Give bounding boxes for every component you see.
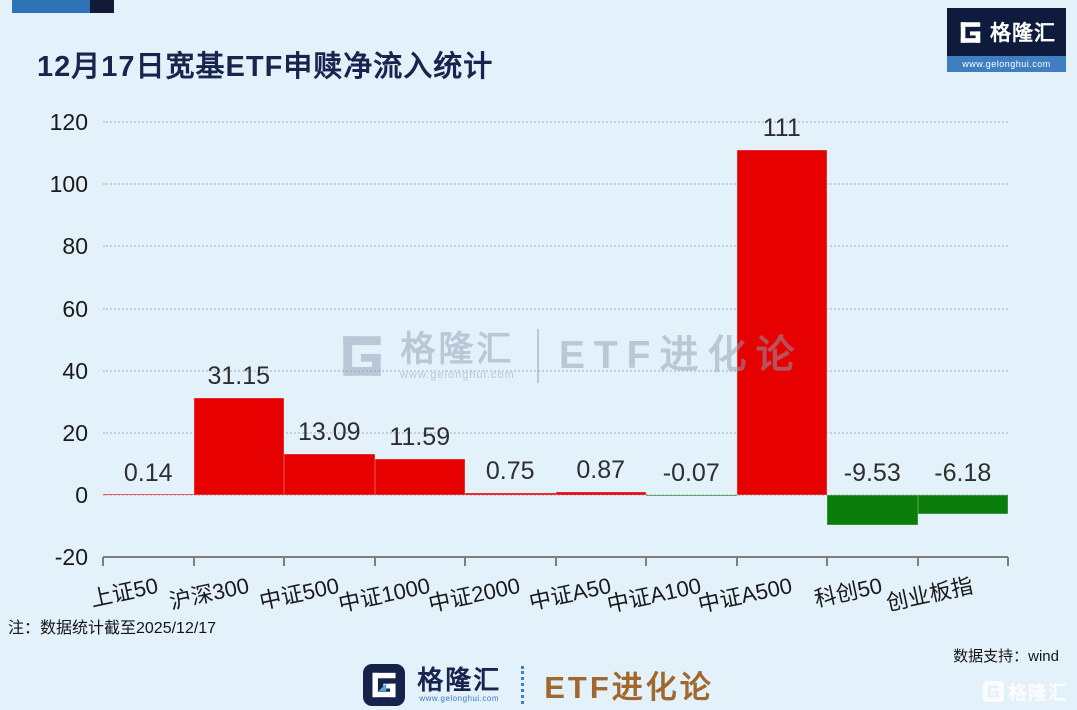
y-gridline — [103, 494, 1008, 496]
bar-创业板指 — [917, 495, 1008, 515]
y-axis-tick-label: 100 — [49, 171, 88, 198]
footnote: 注：数据统计截至2025/12/17 — [8, 620, 217, 637]
header-accent-bar-blue — [12, 0, 90, 13]
brand-url: www.gelonghui.com — [962, 59, 1051, 69]
bar-value-label: 13.09 — [297, 418, 361, 447]
y-gridline — [103, 307, 1008, 310]
y-axis-tick-label: 80 — [62, 233, 88, 260]
bar-科创50 — [827, 495, 918, 525]
bar-中证A500 — [736, 150, 827, 495]
bar-value-label: 0.14 — [123, 458, 173, 487]
header-accent-bar-navy — [90, 0, 114, 13]
x-axis-tick — [283, 557, 285, 566]
footer-series-name: ETF进化论 — [544, 670, 714, 705]
bar-value-label: -0.07 — [662, 459, 720, 487]
bar-value-label: 0.87 — [576, 456, 626, 485]
y-axis-tick-label: 20 — [62, 419, 88, 446]
gelonghui-logo-strip: www.gelonghui.com — [947, 56, 1066, 72]
corner-g-icon — [982, 681, 1004, 702]
x-axis-tick — [645, 557, 647, 566]
bar-沪深300 — [193, 398, 284, 495]
x-axis-tick — [102, 557, 104, 566]
data-support-note: 数据支持：wind — [953, 648, 1059, 665]
y-gridline — [103, 121, 1008, 124]
bar-中证1000 — [374, 458, 465, 495]
x-axis-tick — [464, 557, 466, 566]
bar-中证A50 — [555, 492, 646, 495]
bar-中证2000 — [465, 492, 556, 495]
x-axis-tick — [1007, 557, 1009, 566]
footer-g-icon — [363, 663, 406, 706]
page-title: 12月17日宽基ETF申赎净流入统计 — [37, 51, 494, 84]
footer-brand-row: 格隆汇 www.gelonghui.com ETF进化论 — [0, 662, 1077, 707]
bar-value-label: 0.75 — [485, 456, 535, 485]
bar-value-label: 31.15 — [207, 362, 271, 391]
bar-上证50 — [103, 494, 194, 495]
gelonghui-logo-top: 格隆汇 — [947, 8, 1066, 56]
y-axis-tick-label: -20 — [54, 544, 88, 571]
y-gridline — [103, 431, 1008, 434]
footer-brand-name: 格隆汇 — [417, 664, 502, 695]
bar-value-label: 11.59 — [389, 422, 451, 451]
x-axis-tick — [373, 557, 376, 566]
x-axis-tick — [916, 557, 919, 566]
y-gridline — [103, 245, 1008, 248]
bar-value-label: 111 — [762, 114, 801, 143]
corner-brand-name: 格隆汇 — [1007, 683, 1068, 704]
footer-g-glyph — [372, 672, 396, 697]
y-gridline — [103, 369, 1008, 372]
x-axis-tick — [554, 557, 557, 566]
footer-brand-block: 格隆汇 www.gelonghui.com — [417, 666, 501, 704]
y-axis-tick-label: 40 — [62, 357, 88, 384]
y-gridline — [103, 183, 1008, 186]
footer-brand-url: www.gelonghui.com — [419, 693, 500, 703]
corner-watermark: 格隆汇 — [982, 678, 1068, 705]
x-axis-tick — [826, 557, 828, 566]
x-axis-tick — [735, 557, 738, 566]
bar-value-label: -9.53 — [843, 459, 901, 487]
bar-中证500 — [284, 454, 375, 495]
corner-g-glyph — [988, 685, 999, 698]
y-axis-tick-label: 60 — [62, 295, 88, 322]
brand-name: 格隆汇 — [990, 22, 1056, 45]
gelonghui-logo-box: 格隆汇 www.gelonghui.com — [947, 8, 1066, 72]
x-axis-tick — [192, 557, 195, 566]
y-axis-tick-label: 120 — [49, 109, 88, 136]
bar-value-label: -6.18 — [934, 459, 992, 487]
y-axis-tick-label: 0 — [75, 482, 88, 508]
footer-divider — [521, 665, 525, 704]
bar-中证A100 — [646, 495, 737, 496]
